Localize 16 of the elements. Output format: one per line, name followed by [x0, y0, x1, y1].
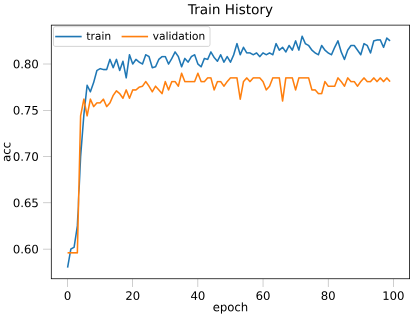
- legend-label: train: [86, 32, 110, 40]
- x-tick-label: 20: [126, 292, 140, 300]
- chart-title: Train History: [188, 4, 273, 18]
- x-tick-label: 0: [64, 292, 71, 300]
- y-axis-title: acc: [4, 142, 11, 162]
- y-tick-label: 0.65: [14, 198, 38, 208]
- legend-label: validation: [153, 32, 204, 40]
- y-tick-label: 0.60: [14, 244, 38, 254]
- y-tick-label: 0.80: [14, 60, 38, 69]
- x-axis-title: epoch: [213, 302, 248, 314]
- x-tick-label: 60: [256, 292, 270, 300]
- x-tick-label: 40: [191, 292, 204, 300]
- x-tick-label: 100: [384, 292, 404, 300]
- y-tick-label: 0.70: [14, 152, 38, 162]
- x-tick-label: 80: [322, 292, 335, 300]
- y-tick-label: 0.75: [14, 106, 38, 115]
